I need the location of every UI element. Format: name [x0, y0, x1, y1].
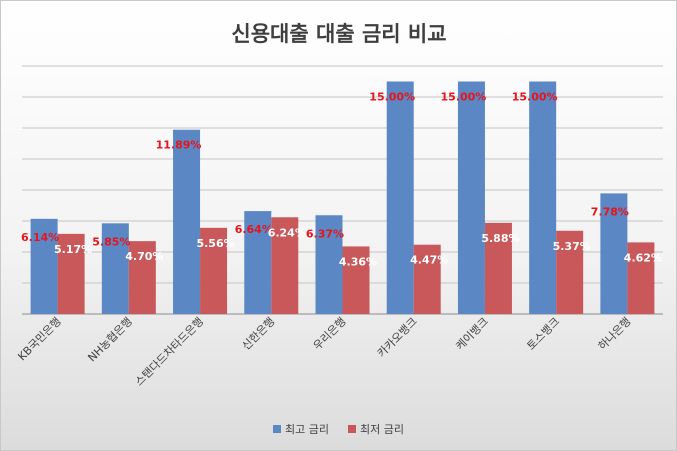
bar-min-rate — [627, 242, 655, 314]
bars — [30, 81, 655, 314]
bar-max-rate — [315, 215, 343, 314]
x-tick-label: 토스뱅크 — [524, 315, 562, 353]
data-label: 15.00% — [441, 91, 487, 104]
data-label: 5.88% — [481, 232, 519, 245]
legend-label: 최저 금리 — [360, 423, 404, 436]
bar-min-rate — [342, 246, 370, 314]
legend-label: 최고 금리 — [285, 423, 329, 436]
data-label: 6.14% — [21, 231, 59, 244]
bar-max-rate — [600, 193, 628, 314]
bar-min-rate — [200, 227, 228, 314]
bar-min-rate — [413, 244, 441, 314]
bar-min-rate — [271, 217, 299, 314]
bar-min-rate — [484, 222, 512, 314]
x-tick-label: 케이뱅크 — [453, 315, 491, 353]
data-label: 5.17% — [54, 243, 92, 256]
data-label: 4.70% — [125, 250, 163, 263]
legend: 최고 금리 최저 금리 — [273, 423, 404, 436]
data-label: 4.62% — [624, 251, 662, 264]
x-tick-label: 카카오뱅크 — [375, 315, 420, 360]
data-label: 5.85% — [92, 235, 130, 248]
bar-max-rate — [173, 129, 201, 314]
data-label: 5.37% — [553, 240, 591, 253]
legend-swatch — [348, 425, 356, 433]
data-label: 11.89% — [156, 139, 202, 152]
data-label: 7.78% — [591, 205, 629, 218]
bar-min-rate — [57, 233, 85, 314]
data-label: 15.00% — [512, 91, 558, 104]
data-label: 6.24% — [268, 226, 306, 239]
legend-swatch — [273, 425, 281, 433]
bar-max-rate — [529, 81, 557, 314]
data-label: 15.00% — [369, 91, 415, 104]
x-tick-label: NH농협은행 — [85, 315, 134, 364]
data-label: 5.56% — [196, 237, 234, 250]
bar-max-rate — [457, 81, 485, 314]
data-label: 4.36% — [339, 255, 377, 268]
chart-title: 신용대출 대출 금리 비교 — [231, 22, 446, 46]
x-tick-label: 스탠다드차타드은행 — [133, 315, 207, 389]
bar-max-rate — [244, 211, 272, 314]
bar-max-rate — [386, 81, 414, 314]
data-labels: 6.14%5.17%5.85% 4.70% 11.89% 5.56%6.64%6.24… — [21, 91, 662, 269]
x-tick-label: 하나은행 — [595, 314, 634, 353]
x-tick-label: 신한은행 — [240, 315, 278, 353]
bar-min-rate — [128, 241, 156, 314]
bar-max-rate — [30, 218, 58, 314]
data-label: 6.64% — [235, 223, 273, 236]
data-label: 6.37% — [306, 227, 344, 240]
data-label: 4.47% — [410, 254, 448, 267]
bar-min-rate — [556, 230, 584, 314]
bar-max-rate — [101, 223, 129, 314]
x-tick-label: KB국민은행 — [15, 315, 63, 363]
x-tick-label: 우리은행 — [311, 315, 349, 353]
